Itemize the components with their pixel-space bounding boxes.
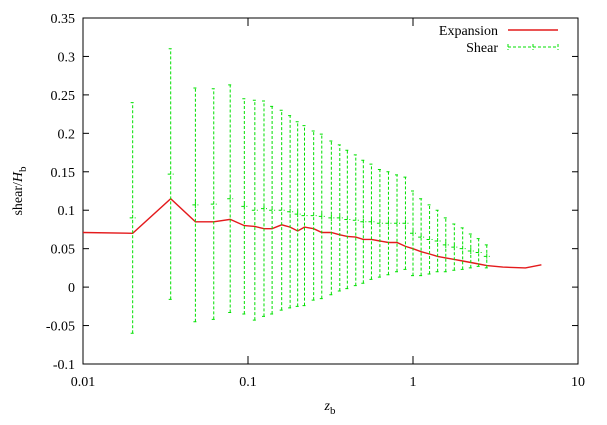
error-bar <box>426 204 433 275</box>
error-bar <box>459 227 466 270</box>
error-bar <box>318 133 325 300</box>
expansion-line <box>82 197 542 269</box>
error-bar <box>287 115 294 309</box>
y-label-italic: H <box>11 171 26 183</box>
legend-label: Expansion <box>439 24 498 39</box>
legend-swatch <box>507 44 559 50</box>
error-bar <box>394 174 401 273</box>
x-label-main: z <box>324 399 331 414</box>
error-bar <box>483 244 490 269</box>
y-tick-label: 0.15 <box>51 166 76 181</box>
error-bar <box>376 168 383 278</box>
error-bar <box>192 87 199 323</box>
error-bar <box>336 144 343 292</box>
error-bar <box>167 48 174 300</box>
error-bar <box>301 125 308 307</box>
error-bar <box>227 84 234 313</box>
error-bar <box>241 98 248 315</box>
y-tick-label: 0.35 <box>51 12 76 27</box>
error-bar <box>328 140 335 296</box>
x-tick-label: 10 <box>571 375 585 390</box>
error-bar <box>352 154 359 287</box>
error-bar <box>451 223 458 271</box>
error-bar <box>129 102 136 334</box>
error-bar <box>269 105 276 315</box>
error-bar <box>310 130 317 301</box>
error-bar <box>360 159 367 284</box>
error-bar <box>210 88 217 320</box>
error-bar <box>467 233 474 269</box>
error-bar <box>442 217 449 273</box>
y-label-main: shear/ <box>11 182 26 216</box>
x-tick-label: 1 <box>410 375 417 390</box>
error-bar <box>410 190 416 277</box>
error-bar <box>344 149 351 290</box>
y-tick-label: 0.25 <box>51 89 76 104</box>
error-bar <box>278 109 285 311</box>
plot-frame <box>82 17 579 365</box>
y-tick-label: 0.1 <box>58 204 76 219</box>
y-tick-label: -0.05 <box>46 320 75 335</box>
error-bar <box>260 100 267 317</box>
y-tick-label: 0.2 <box>58 127 76 142</box>
error-bar <box>385 171 392 276</box>
legend-label: Shear <box>466 41 498 56</box>
x-axis-label: zb <box>324 399 336 417</box>
y-tick-label: 0.3 <box>58 50 76 65</box>
error-bar <box>368 163 375 280</box>
x-tick-label: 0.1 <box>239 375 257 390</box>
x-label-sub: b <box>330 405 336 417</box>
error-bar <box>475 238 482 267</box>
error-bar <box>418 198 425 277</box>
error-bar <box>251 99 258 321</box>
x-tick-label: 0.01 <box>71 375 96 390</box>
y-tick-label: 0.05 <box>51 243 76 258</box>
error-bar <box>434 209 441 273</box>
y-axis-label: shear/Hb <box>11 166 29 216</box>
y-label-sub: b <box>17 166 29 172</box>
y-tick-label: 0 <box>68 281 75 296</box>
error-bar <box>402 176 409 270</box>
y-tick-label: -0.1 <box>53 358 75 373</box>
error-bar <box>294 121 301 307</box>
